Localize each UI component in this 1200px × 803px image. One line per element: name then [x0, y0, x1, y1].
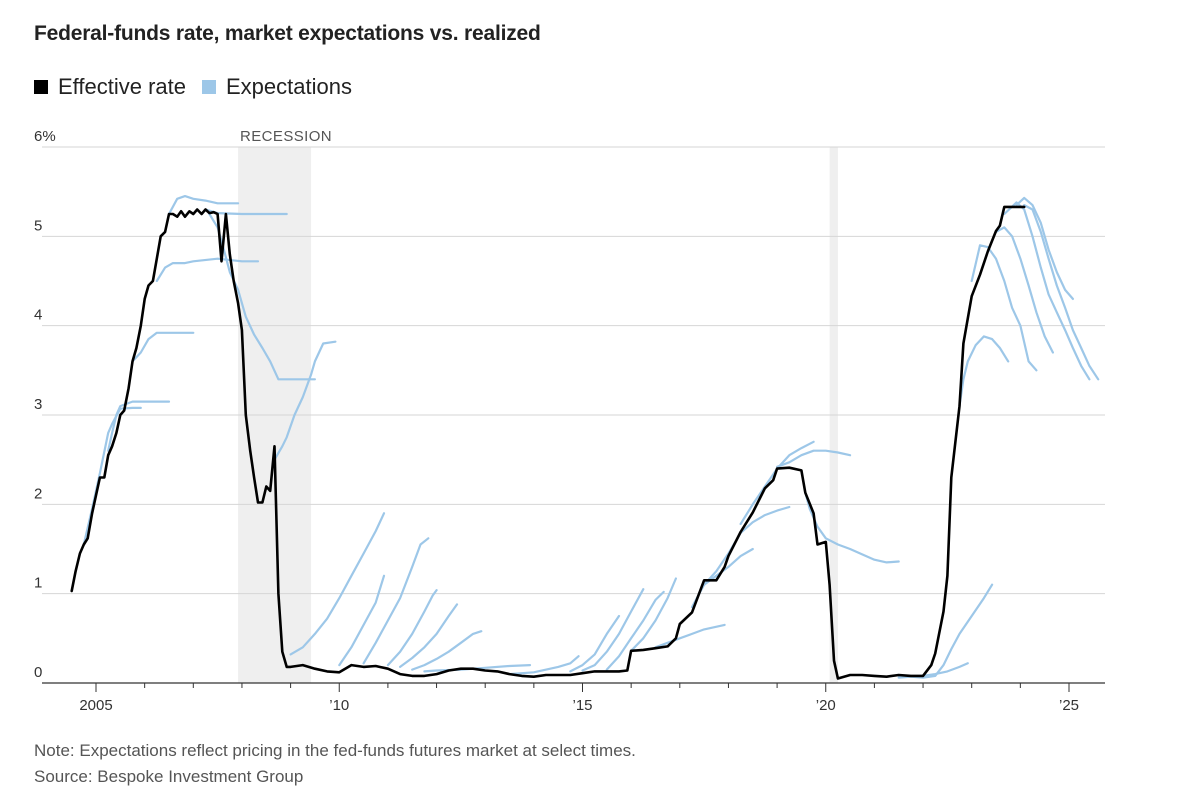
- expectation-series: [605, 590, 665, 671]
- chart-title: Federal-funds rate, market expectations …: [34, 22, 541, 45]
- effective-rate-series: [70, 205, 1026, 680]
- expectation-series: [581, 588, 645, 672]
- effective-rate-line: [70, 205, 1026, 680]
- y-axis: 0 1 2 3 4 5 6%: [34, 128, 56, 681]
- expectation-series: [362, 537, 430, 665]
- legend-label-expectations: Expectations: [226, 74, 352, 99]
- x-tick-label: ’20: [816, 697, 836, 714]
- recession-label: RECESSION: [240, 128, 332, 145]
- expectation-lines: [82, 195, 1100, 679]
- legend-swatch-effective-rate: [34, 80, 48, 94]
- expectation-series: [131, 331, 195, 363]
- expectation-series: [654, 623, 726, 649]
- gridlines: [42, 146, 1105, 595]
- y-tick-label: 5: [34, 217, 42, 234]
- expectation-series: [399, 603, 459, 668]
- expectation-series: [994, 226, 1054, 354]
- y-tick-label: 3: [34, 396, 42, 413]
- expectation-series: [508, 655, 580, 676]
- x-tick-label: ’15: [572, 697, 592, 714]
- expectation-series: [630, 577, 677, 652]
- chart-legend: Effective rate Expectations: [34, 74, 368, 100]
- chart-footer: Note: Expectations reflect pricing in th…: [34, 738, 636, 790]
- expectation-series: [970, 244, 1038, 372]
- y-tick-label: 1: [34, 575, 42, 592]
- recession-bands: RECESSION: [238, 128, 838, 683]
- legend-item-expectations: Expectations: [202, 74, 352, 100]
- chart-source: Source: Bespoke Investment Group: [34, 767, 304, 786]
- x-tick-label: 2005: [79, 697, 112, 714]
- legend-label-effective-rate: Effective rate: [58, 74, 186, 99]
- y-tick-label: 6%: [34, 128, 56, 145]
- expectation-series: [208, 212, 316, 381]
- legend-swatch-expectations: [202, 80, 216, 94]
- expectation-series: [958, 335, 1010, 408]
- expectation-series: [411, 630, 483, 671]
- expectation-series: [155, 257, 260, 283]
- expectation-series: [1003, 201, 1091, 381]
- x-axis: 2005 ’10 ’15 ’20 ’25: [42, 682, 1105, 714]
- expectation-series: [776, 449, 852, 468]
- x-tick-label: ’25: [1059, 697, 1079, 714]
- expectation-series: [1023, 204, 1100, 381]
- expectation-series: [167, 195, 240, 216]
- expectation-series: [569, 614, 621, 673]
- expectation-series: [338, 574, 386, 667]
- y-tick-label: 0: [34, 664, 42, 681]
- expectation-series: [386, 589, 438, 667]
- x-tick-label: ’10: [329, 697, 349, 714]
- expectation-series: [273, 340, 337, 461]
- expectation-series: [1015, 196, 1074, 300]
- y-tick-label: 4: [34, 307, 42, 324]
- legend-item-effective-rate: Effective rate: [34, 74, 186, 100]
- chart-note: Note: Expectations reflect pricing in th…: [34, 741, 636, 760]
- y-tick-label: 2: [34, 485, 42, 502]
- expectation-series: [107, 400, 171, 452]
- expectation-series: [690, 547, 754, 609]
- expectation-series: [289, 512, 386, 656]
- expectation-series: [804, 491, 900, 564]
- expectation-series: [703, 505, 791, 586]
